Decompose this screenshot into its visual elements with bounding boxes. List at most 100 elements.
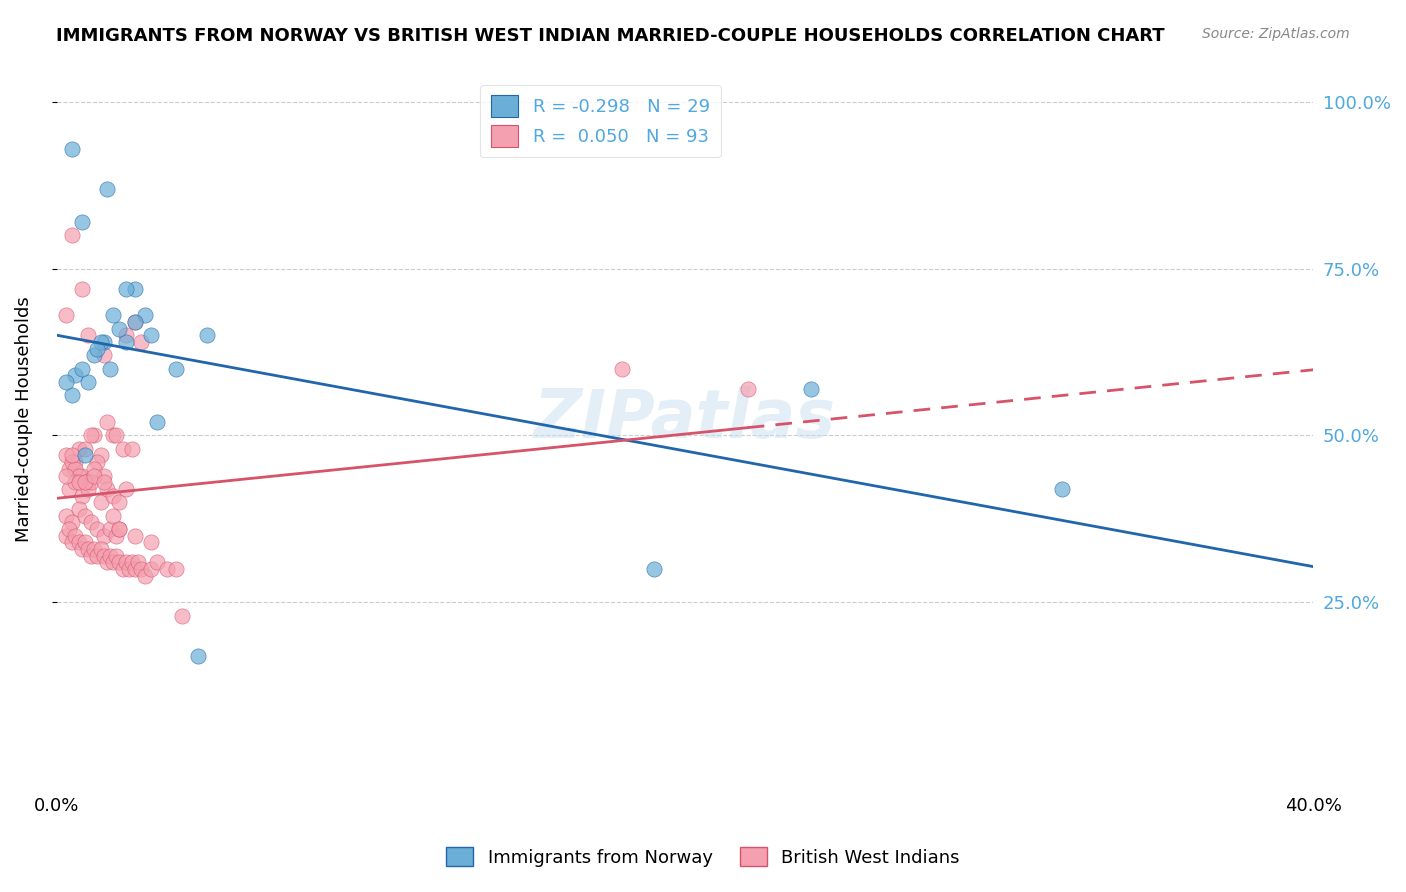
Point xyxy=(90,495,112,509)
Point xyxy=(58,462,80,476)
Point xyxy=(93,334,115,349)
Point xyxy=(60,142,83,156)
Point xyxy=(96,482,118,496)
Point xyxy=(65,462,87,476)
Point xyxy=(55,309,77,323)
Point xyxy=(124,282,146,296)
Point xyxy=(139,562,162,576)
Point xyxy=(80,475,103,490)
Point xyxy=(77,328,100,343)
Point xyxy=(80,428,103,442)
Point xyxy=(131,562,153,576)
Point xyxy=(60,388,83,402)
Point xyxy=(124,528,146,542)
Point xyxy=(73,449,96,463)
Point xyxy=(124,315,146,329)
Point xyxy=(643,562,665,576)
Point xyxy=(83,468,105,483)
Point xyxy=(80,515,103,529)
Point xyxy=(172,608,194,623)
Point xyxy=(101,309,124,323)
Point xyxy=(98,522,121,536)
Point xyxy=(65,475,87,490)
Point xyxy=(187,648,209,663)
Point xyxy=(73,508,96,523)
Point xyxy=(83,428,105,442)
Point xyxy=(73,442,96,456)
Point xyxy=(134,568,156,582)
Point xyxy=(55,508,77,523)
Point xyxy=(67,535,90,549)
Point xyxy=(114,328,136,343)
Point xyxy=(86,522,108,536)
Point xyxy=(108,495,131,509)
Point xyxy=(139,328,162,343)
Point xyxy=(146,415,169,429)
Text: 0.0%: 0.0% xyxy=(34,797,79,815)
Point xyxy=(118,562,141,576)
Point xyxy=(93,549,115,563)
Point xyxy=(121,555,143,569)
Point xyxy=(67,501,90,516)
Point xyxy=(70,282,93,296)
Point xyxy=(90,541,112,556)
Point xyxy=(131,334,153,349)
Point xyxy=(108,555,131,569)
Point xyxy=(86,342,108,356)
Point xyxy=(101,489,124,503)
Point xyxy=(155,562,177,576)
Point xyxy=(105,428,128,442)
Point xyxy=(58,482,80,496)
Point xyxy=(93,475,115,490)
Point xyxy=(65,528,87,542)
Point xyxy=(86,549,108,563)
Point xyxy=(55,375,77,389)
Point xyxy=(55,449,77,463)
Point xyxy=(114,282,136,296)
Point xyxy=(111,562,134,576)
Point xyxy=(60,449,83,463)
Point xyxy=(77,375,100,389)
Point xyxy=(93,528,115,542)
Text: IMMIGRANTS FROM NORWAY VS BRITISH WEST INDIAN MARRIED-COUPLE HOUSEHOLDS CORRELAT: IMMIGRANTS FROM NORWAY VS BRITISH WEST I… xyxy=(56,27,1164,45)
Point xyxy=(124,562,146,576)
Point xyxy=(165,562,187,576)
Point xyxy=(96,415,118,429)
Point xyxy=(800,382,823,396)
Point xyxy=(98,361,121,376)
Point xyxy=(83,462,105,476)
Point xyxy=(70,541,93,556)
Point xyxy=(90,449,112,463)
Point xyxy=(114,334,136,349)
Point xyxy=(86,455,108,469)
Legend: R = -0.298   N = 29, R =  0.050   N = 93: R = -0.298 N = 29, R = 0.050 N = 93 xyxy=(481,85,721,158)
Point xyxy=(77,541,100,556)
Text: Source: ZipAtlas.com: Source: ZipAtlas.com xyxy=(1202,27,1350,41)
Point xyxy=(101,555,124,569)
Point xyxy=(60,228,83,243)
Point xyxy=(83,348,105,362)
Point xyxy=(90,334,112,349)
Point xyxy=(197,328,219,343)
Point xyxy=(139,535,162,549)
Point xyxy=(70,361,93,376)
Text: ZIPatlas: ZIPatlas xyxy=(534,386,837,452)
Point xyxy=(146,555,169,569)
Point xyxy=(93,348,115,362)
Point xyxy=(73,535,96,549)
Point xyxy=(55,468,77,483)
Point xyxy=(98,549,121,563)
Point xyxy=(93,468,115,483)
Point xyxy=(70,215,93,229)
Point xyxy=(127,555,149,569)
Point xyxy=(1050,482,1073,496)
Point xyxy=(165,361,187,376)
Point xyxy=(114,555,136,569)
Point xyxy=(55,528,77,542)
Point xyxy=(108,322,131,336)
Point xyxy=(105,549,128,563)
Point xyxy=(65,455,87,469)
Point xyxy=(105,528,128,542)
Point xyxy=(70,468,93,483)
Text: 40.0%: 40.0% xyxy=(1285,797,1341,815)
